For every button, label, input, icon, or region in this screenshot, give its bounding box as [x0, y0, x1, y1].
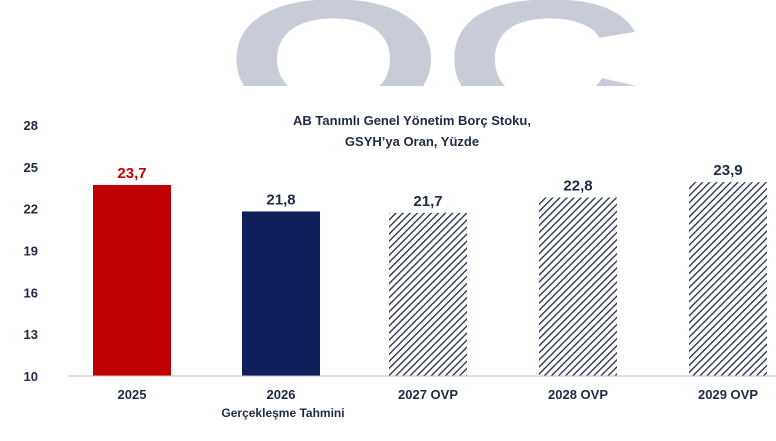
y-tick-label: 25: [24, 160, 38, 175]
bar-2028-ovp: [539, 197, 617, 376]
data-label: 22,8: [563, 178, 592, 195]
watermark-logo: OC: [225, 0, 645, 155]
data-label: 23,9: [713, 162, 742, 179]
bar-2026: [242, 211, 320, 376]
data-label: 21,7: [413, 193, 442, 210]
y-tick-label: 28: [24, 118, 38, 133]
bar-2027-ovp: [389, 212, 467, 376]
bar-2025: [93, 184, 171, 376]
bars-group: [93, 182, 767, 376]
y-axis: 10 13 16 19 22 25 28: [24, 118, 38, 384]
x-tick-label: 2027 OVP: [398, 387, 458, 402]
chart-title-line-1: AB Tanımlı Genel Yönetim Borç Stoku,: [293, 113, 531, 128]
x-tick-label: 2028 OVP: [548, 387, 608, 402]
x-axis-labels: 2025 2026 2027 OVP 2028 OVP 2029 OVP: [118, 387, 759, 402]
chart-title-line-2: GSYH’ya Oran, Yüzde: [345, 134, 479, 149]
y-tick-label: 22: [24, 202, 38, 217]
data-label: 23,7: [117, 165, 146, 182]
y-tick-label: 10: [24, 369, 38, 384]
x-tick-label: 2026: [267, 387, 296, 402]
y-tick-label: 16: [24, 285, 38, 300]
y-tick-label: 19: [24, 244, 38, 259]
data-label: 21,8: [266, 191, 295, 208]
y-tick-label: 13: [24, 327, 38, 342]
bar-2029-ovp: [689, 182, 767, 376]
x-tick-label: 2029 OVP: [698, 387, 758, 402]
data-labels-group: 23,7 21,8 21,7 22,8 23,9: [117, 162, 742, 210]
x-tick-label: 2025: [118, 387, 147, 402]
annotation-gerceklesme-tahmini: Gerçekleşme Tahmini: [221, 406, 344, 420]
